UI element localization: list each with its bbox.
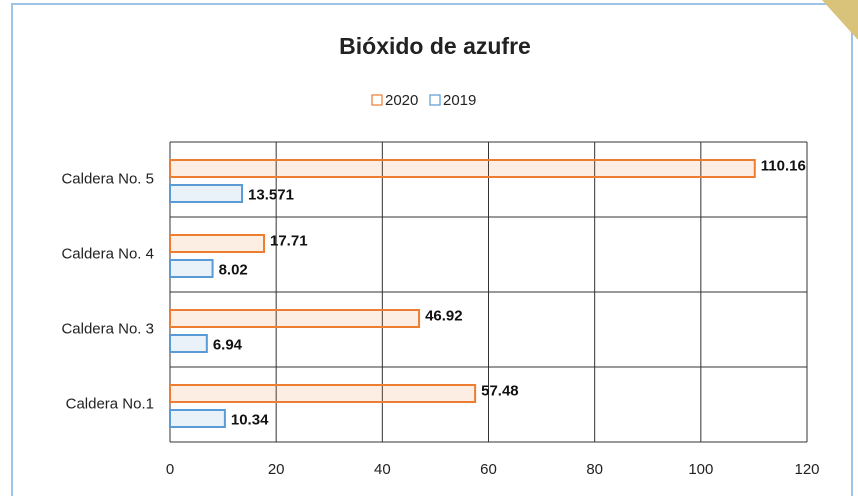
x-tick-label: 20 [268,461,285,478]
chart: Bióxido de azufre 2020 2019 0 20 40 60 80 100 12… [0,0,858,496]
value-label: 6.94 [213,336,243,353]
y-tick-label: Caldera No. 4 [61,245,154,262]
value-label: 17.71 [270,232,308,249]
value-label: 110.16 [761,157,806,174]
value-label: 8.02 [219,261,248,278]
y-tick-label: Caldera No. 5 [61,170,154,187]
value-label: 46.92 [425,307,463,324]
bar [170,385,475,402]
legend-label: 2019 [443,92,476,109]
bar [170,310,419,327]
value-label: 10.34 [231,411,269,428]
x-tick-label: 0 [166,461,174,478]
bar [170,160,755,177]
chart-title: Bióxido de azufre [339,33,531,59]
bar [170,335,207,352]
legend-label: 2020 [385,92,418,109]
bar [170,235,264,252]
x-tick-label: 60 [480,461,497,478]
x-tick-label: 80 [586,461,603,478]
bar [170,410,225,427]
x-tick-label: 40 [374,461,391,478]
bar [170,260,213,277]
value-label: 13.571 [248,186,294,203]
y-tick-label: Caldera No.1 [66,395,154,412]
value-label: 57.48 [481,382,519,399]
x-tick-label: 120 [794,461,819,478]
bar [170,185,242,202]
y-tick-label: Caldera No. 3 [61,320,154,337]
x-tick-label: 100 [688,461,713,478]
